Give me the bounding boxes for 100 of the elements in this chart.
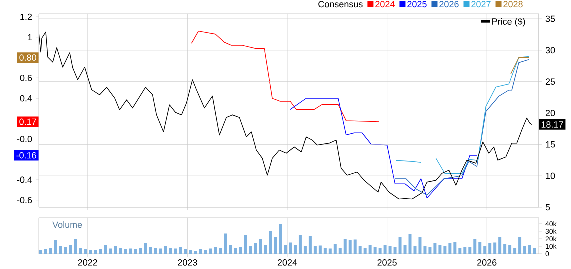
- bar: [424, 246, 427, 254]
- bar: [174, 248, 178, 254]
- bar: [388, 246, 392, 254]
- bar: [414, 246, 417, 254]
- annotation: 0.80: [20, 54, 36, 61]
- y-tick-label: -0.0: [17, 136, 32, 142]
- x-tick-label: 2026: [478, 259, 497, 266]
- bar: [364, 248, 367, 254]
- bar: [308, 236, 312, 254]
- y2-tick-label: 20: [546, 110, 556, 116]
- y-tick-label: -0.6: [17, 197, 32, 204]
- bar: [199, 249, 202, 254]
- bar: [334, 244, 337, 254]
- bar: [464, 247, 467, 254]
- bar: [74, 238, 78, 254]
- y-tick-label: 1.2: [20, 14, 32, 20]
- x-tick-label: 2022: [78, 259, 98, 266]
- bar: [269, 231, 272, 254]
- y2-tick-label: 10: [546, 172, 556, 180]
- bar: [304, 246, 307, 254]
- chart-title: Volume: [52, 221, 82, 228]
- bar: [134, 249, 138, 254]
- legend-label: 2027: [472, 1, 491, 8]
- bar: [279, 224, 282, 254]
- y2-tick-label: 30: [546, 47, 556, 54]
- bar: [468, 247, 472, 254]
- bar: [344, 238, 347, 254]
- bar: [234, 248, 238, 254]
- bar: [324, 248, 327, 254]
- bar: [239, 247, 242, 254]
- bar: [244, 235, 248, 254]
- bar: [294, 244, 297, 254]
- bar: [184, 249, 188, 254]
- bar: [498, 237, 502, 254]
- bar: [328, 248, 332, 254]
- bar: [79, 248, 82, 254]
- bar: [179, 247, 182, 254]
- bar: [69, 244, 72, 254]
- bar: [494, 242, 497, 254]
- bar: [194, 250, 198, 254]
- legend-label: Price ($): [492, 18, 526, 27]
- line-series: [39, 32, 532, 200]
- bar: [438, 244, 442, 254]
- bar: [104, 244, 108, 254]
- bar: [534, 248, 536, 254]
- y2-tick-label: 35: [546, 16, 556, 22]
- x-tick-label: 2024: [278, 259, 298, 266]
- bar: [374, 247, 377, 254]
- bar: [298, 235, 302, 254]
- bar: [119, 248, 122, 254]
- bar: [54, 240, 58, 254]
- bar: [458, 248, 462, 254]
- bar: [59, 246, 62, 254]
- y-tick-label: -0.4: [17, 176, 32, 184]
- bar: [254, 243, 258, 254]
- bar: [508, 244, 512, 254]
- bar: [204, 250, 208, 254]
- line-series: [394, 59, 530, 196]
- bar: [428, 247, 432, 254]
- bar: [114, 246, 118, 254]
- y2-tick-label: 15: [546, 141, 556, 148]
- bar: [358, 246, 362, 254]
- bar: [94, 250, 98, 254]
- bar: [404, 244, 407, 254]
- legend-title: Consensus: [318, 1, 363, 8]
- y-tick-label: 0.4: [20, 95, 32, 102]
- bar: [418, 237, 422, 254]
- bar: [478, 242, 482, 254]
- bar: [338, 248, 342, 254]
- bar: [398, 237, 402, 254]
- annotation: -0.16: [16, 152, 36, 159]
- bar: [84, 249, 88, 254]
- bar: [264, 244, 268, 254]
- bar: [44, 249, 48, 254]
- bar: [514, 248, 517, 254]
- bar: [40, 250, 43, 254]
- y-tick-label: 0.6: [20, 74, 32, 82]
- bar: [154, 248, 158, 254]
- bar: [144, 243, 148, 254]
- bar: [189, 250, 192, 254]
- bar: [209, 248, 212, 254]
- bar: [89, 250, 92, 254]
- bar: [274, 237, 278, 254]
- bar: [314, 246, 317, 254]
- legend-label: 2024: [376, 1, 395, 8]
- bar: [284, 244, 288, 254]
- bar: [149, 247, 152, 254]
- bar: [348, 240, 352, 254]
- bar: [124, 249, 128, 254]
- bar: [229, 244, 232, 254]
- legend-label: 2026: [440, 1, 459, 8]
- x-tick-label: 2025: [378, 259, 397, 266]
- bar: [394, 247, 397, 254]
- bar: [129, 248, 132, 254]
- data-label: 18.17: [542, 121, 564, 128]
- bar: [444, 246, 447, 254]
- bar: [214, 247, 218, 254]
- line-series: [191, 30, 380, 122]
- bar: [289, 242, 292, 254]
- bar: [474, 238, 477, 254]
